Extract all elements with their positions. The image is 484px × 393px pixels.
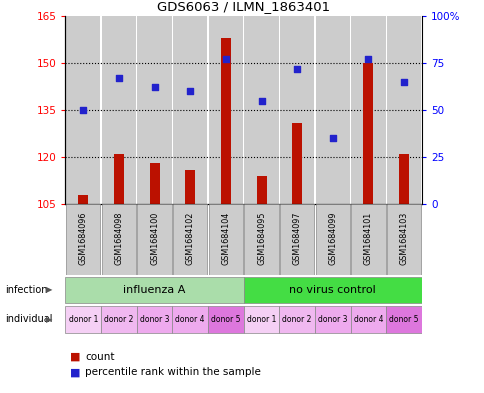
Bar [220,38,230,204]
Bar [65,277,243,303]
Text: GSM1684098: GSM1684098 [114,211,123,265]
Bar [114,154,124,204]
Bar [137,204,171,275]
Bar [244,204,278,275]
Bar [173,16,207,204]
Text: ▶: ▶ [45,315,52,324]
Bar [208,204,242,275]
Bar [279,204,314,275]
Point [151,84,158,90]
Bar [149,163,159,204]
Bar [363,63,373,204]
Text: influenza A: influenza A [123,285,185,295]
Bar [315,204,349,275]
Text: donor 4: donor 4 [175,315,205,324]
Bar [243,306,279,332]
Point [364,56,372,62]
Point [328,135,336,141]
Bar [102,204,136,275]
Text: donor 1: donor 1 [246,315,276,324]
Text: GSM1684099: GSM1684099 [328,211,337,265]
Text: count: count [85,352,114,362]
Text: donor 3: donor 3 [139,315,169,324]
Text: donor 5: donor 5 [389,315,418,324]
Bar [208,306,243,332]
Point [186,88,194,94]
Text: donor 4: donor 4 [353,315,382,324]
Text: GSM1684103: GSM1684103 [399,212,408,265]
Bar [137,16,171,204]
Text: no virus control: no virus control [289,285,376,295]
Bar [66,16,100,204]
Bar [314,306,350,332]
Bar [350,306,385,332]
Bar [102,16,136,204]
Point [399,79,407,85]
Point [79,107,87,113]
Text: ■: ■ [70,367,81,377]
Bar [208,16,242,204]
Title: GDS6063 / ILMN_1863401: GDS6063 / ILMN_1863401 [157,0,330,13]
Text: infection: infection [5,285,47,295]
Bar [315,16,349,204]
Text: percentile rank within the sample: percentile rank within the sample [85,367,260,377]
Text: donor 2: donor 2 [282,315,311,324]
Bar [243,277,421,303]
Text: GSM1684101: GSM1684101 [363,212,372,265]
Text: donor 2: donor 2 [104,315,134,324]
Point [115,75,122,81]
Text: donor 5: donor 5 [211,315,240,324]
Bar [136,306,172,332]
Bar [244,16,278,204]
Text: GSM1684102: GSM1684102 [185,211,195,265]
Point [293,65,301,72]
Text: GSM1684095: GSM1684095 [257,211,266,265]
Bar [398,154,408,204]
Bar [65,306,101,332]
Bar [279,306,314,332]
Text: donor 1: donor 1 [68,315,98,324]
Text: ▶: ▶ [45,285,52,294]
Bar [185,170,195,204]
Text: GSM1684096: GSM1684096 [78,211,88,265]
Text: GSM1684100: GSM1684100 [150,212,159,265]
Bar [173,204,207,275]
Bar [291,123,302,204]
Bar [350,16,385,204]
Bar [256,176,266,204]
Text: donor 3: donor 3 [318,315,347,324]
Bar [385,306,421,332]
Bar [66,204,100,275]
Point [222,56,229,62]
Bar [78,195,88,204]
Bar [279,16,314,204]
Bar [101,306,136,332]
Text: GSM1684104: GSM1684104 [221,212,230,265]
Text: GSM1684097: GSM1684097 [292,211,301,265]
Text: individual: individual [5,314,52,324]
Point [257,97,265,104]
Bar [350,204,385,275]
Bar [386,204,421,275]
Text: ■: ■ [70,352,81,362]
Bar [172,306,208,332]
Bar [386,16,421,204]
